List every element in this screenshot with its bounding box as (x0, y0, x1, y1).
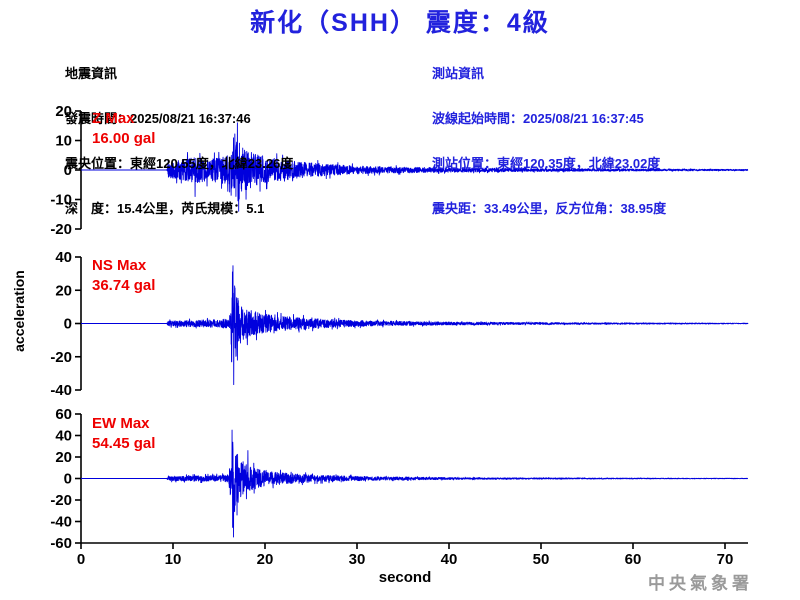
ew-max-label: EW Max (92, 415, 150, 432)
epicenter-location: 震央位置：東經120.55度，北緯23.26度 (65, 156, 294, 171)
y-tick-label: -40 (50, 514, 72, 531)
x-tick-label: 70 (717, 551, 734, 568)
y-tick-label: 0 (64, 471, 72, 488)
x-tick-label: 40 (441, 551, 458, 568)
waveform-trace-z (80, 122, 749, 212)
ew-max-value: 54.45 gal (92, 435, 156, 452)
y-tick-label: -60 (50, 535, 72, 552)
y-tick-label: -20 (50, 349, 72, 366)
epicentral-distance: 震央距：33.49公里，反方位角：38.95度 (432, 201, 667, 216)
agency-watermark: 中央氣象署 (648, 574, 753, 593)
y-tick-label: 0 (64, 162, 72, 179)
x-tick-label: 20 (257, 551, 274, 568)
y-tick-label: 60 (55, 406, 72, 423)
y-tick-label: 20 (55, 449, 72, 466)
earthquake-origin-time: 發震時間：2025/08/21 16:37:46 (65, 111, 251, 126)
ns-max-label: NS Max (92, 257, 147, 274)
page-title: 新化（SHH） 震度：4級 (250, 9, 550, 37)
x-axis-label: second (378, 569, 432, 586)
y-tick-label: 10 (55, 133, 72, 150)
trace-start-time: 波線起始時間：2025/08/21 16:37:45 (432, 111, 644, 126)
y-tick-label: -40 (50, 382, 72, 399)
z-max-value: 16.00 gal (92, 130, 156, 147)
x-tick-label: 50 (533, 551, 550, 568)
ns-max-value: 36.74 gal (92, 277, 156, 294)
depth-magnitude: 深 度：15.4公里，芮氏規模：5.1 (65, 201, 265, 216)
y-tick-label: -10 (50, 192, 72, 209)
station-info: 測站資訊 波線起始時間：2025/08/21 16:37:45 測站位置：東經1… (432, 36, 666, 231)
y-tick-label: 20 (55, 282, 72, 299)
x-tick-label: 60 (625, 551, 642, 568)
earthquake-info-heading: 地震資訊 (65, 66, 118, 81)
station-info-heading: 測站資訊 (432, 66, 485, 81)
y-tick-label: 0 (64, 316, 72, 333)
z-max-label: Z Max (92, 110, 135, 127)
waveform-trace-ew (80, 429, 749, 538)
earthquake-info: 地震資訊 發震時間：2025/08/21 16:37:46 震央位置：東經120… (65, 36, 293, 231)
y-tick-label: 40 (55, 428, 72, 445)
y-tick-label: -20 (50, 492, 72, 509)
x-tick-label: 10 (165, 551, 182, 568)
y-axis-label: acceleration (11, 270, 27, 352)
waveform-trace-ns (80, 265, 749, 386)
y-tick-label: -20 (50, 221, 72, 238)
station-location: 測站位置：東經120.35度，北緯23.02度 (432, 156, 661, 171)
y-tick-label: 40 (55, 249, 72, 266)
y-tick-label: 20 (55, 103, 72, 120)
x-tick-label: 30 (349, 551, 366, 568)
x-tick-label: 0 (77, 551, 85, 568)
